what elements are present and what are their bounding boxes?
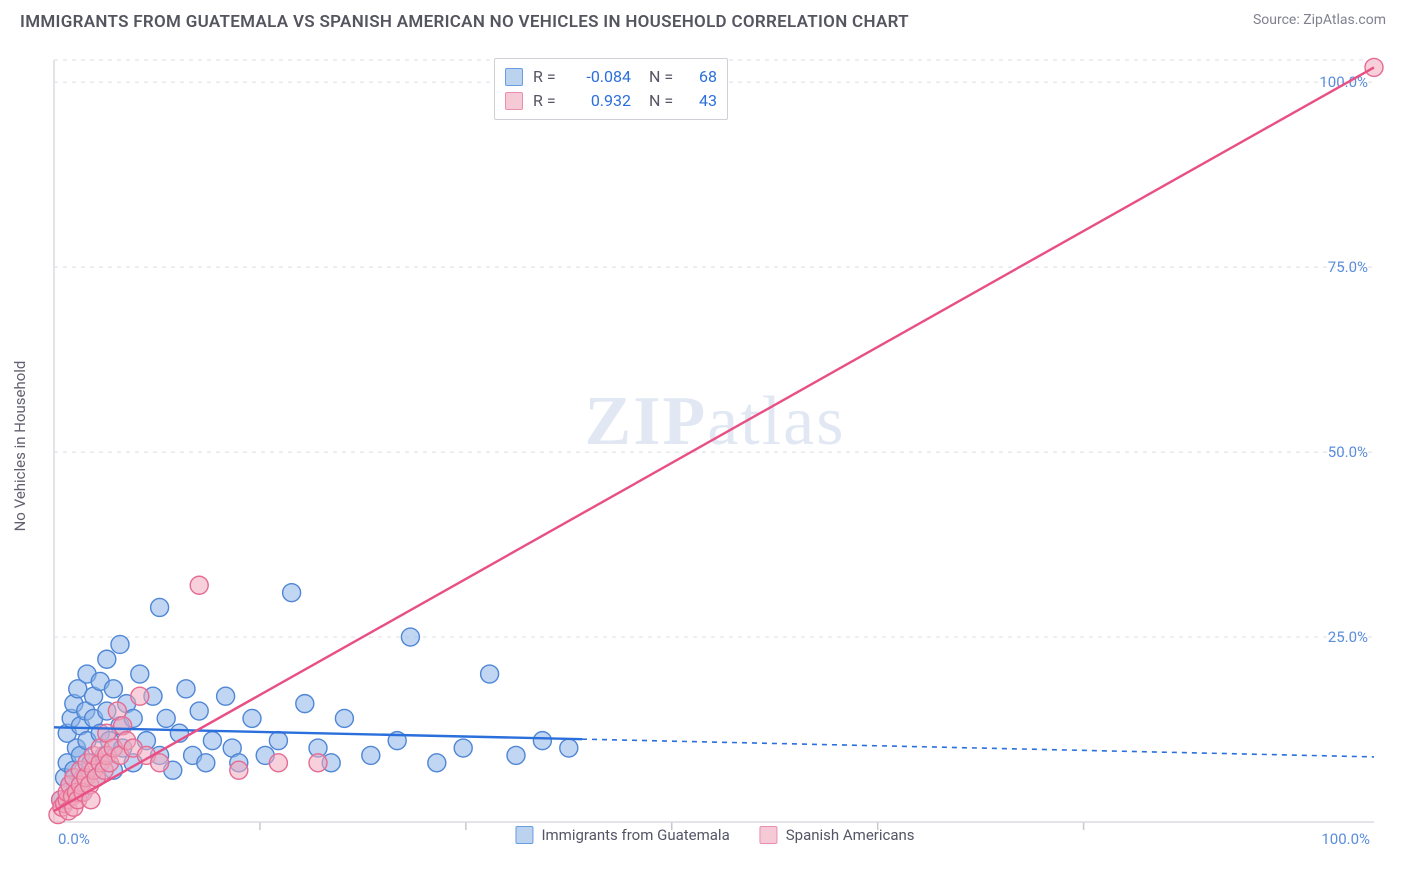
r-label: R =: [533, 89, 561, 113]
svg-text:0.0%: 0.0%: [58, 830, 90, 846]
legend-item: Immigrants from Guatemala: [515, 826, 729, 844]
svg-text:50.0%: 50.0%: [1328, 443, 1368, 461]
legend-label: Immigrants from Guatemala: [541, 826, 729, 844]
n-label: N =: [649, 89, 677, 113]
chart-title: IMMIGRANTS FROM GUATEMALA VS SPANISH AME…: [20, 12, 909, 32]
legend-swatch: [515, 826, 533, 844]
svg-text:25.0%: 25.0%: [1328, 628, 1368, 646]
svg-text:100.0%: 100.0%: [1321, 830, 1370, 846]
chart-header: IMMIGRANTS FROM GUATEMALA VS SPANISH AME…: [0, 0, 1406, 40]
y-axis-label: No Vehicles in Household: [11, 361, 29, 532]
r-value: -0.084: [571, 65, 631, 89]
legend-swatch: [505, 92, 523, 110]
legend-swatch: [505, 68, 523, 86]
legend-bottom: Immigrants from Guatemala Spanish America…: [515, 826, 914, 844]
chart-area: No Vehicles in Household ZIPatlas 25.0%5…: [44, 46, 1386, 846]
correlation-stats-box: R = -0.084 N = 68 R = 0.932 N = 43: [494, 58, 728, 120]
legend-label: Spanish Americans: [786, 826, 915, 844]
stats-row: R = -0.084 N = 68: [505, 65, 717, 89]
scatter-chart-svg: 25.0%50.0%75.0%100.0%0.0%100.0%: [44, 46, 1386, 846]
source-attribution: Source: ZipAtlas.com: [1253, 12, 1386, 28]
svg-text:75.0%: 75.0%: [1328, 258, 1368, 276]
legend-item: Spanish Americans: [760, 826, 915, 844]
stats-row: R = 0.932 N = 43: [505, 89, 717, 113]
n-label: N =: [649, 65, 677, 89]
n-value: 68: [687, 65, 717, 89]
r-label: R =: [533, 65, 561, 89]
n-value: 43: [687, 89, 717, 113]
legend-swatch: [760, 826, 778, 844]
r-value: 0.932: [571, 89, 631, 113]
